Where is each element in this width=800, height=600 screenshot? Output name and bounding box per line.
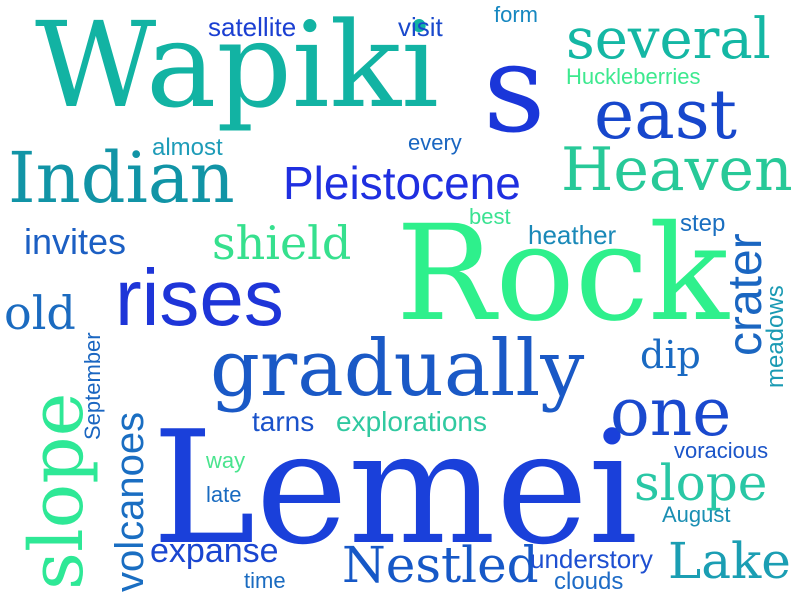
word-september: September [80,332,105,440]
word-lake: Lake [668,532,791,590]
word-visit: visit [398,12,443,42]
word-volcanoes: volcanoes [108,411,152,592]
word-understory: understory [530,544,653,574]
word-nestled: Nestled [342,536,539,594]
word-heaven: Heaven [561,135,793,205]
word-every: every [408,130,462,155]
word-almost: almost [152,134,223,161]
word-glassy: slope [634,454,768,512]
word-lemei: Lemei [152,397,639,579]
word-form: form [494,2,538,27]
word-rises: rises [115,253,284,342]
word-huckleberries: Huckleberries [566,64,701,89]
word-voracious: voracious [674,438,769,463]
word-august: August [662,502,731,527]
word-east: east [594,76,738,155]
word-expanse: expanse [150,532,279,570]
word-wapiki: Wapiki [35,0,439,134]
word-one: one [610,374,732,451]
word-late: late [206,482,242,507]
word-best: best [469,204,511,229]
word-several: several [566,7,771,72]
word-heather: heather [528,220,617,250]
word-time: time [244,568,286,593]
word-satellite: satellite [208,12,297,42]
word-s: s [483,18,546,160]
word-way: way [206,448,246,473]
word-explorations: explorations [336,406,487,437]
word-rock: Rock [396,197,729,351]
word-indian: Indian [8,137,235,219]
word-pleistocene: Pleistocene [283,157,521,209]
word-gradually: gradually [210,324,585,414]
word-invites: invites [24,221,127,262]
word-clouds: clouds [554,568,624,595]
word-tarns: tarns [252,406,315,437]
word-meadows: meadows [762,285,789,388]
word-dip: dip [640,333,701,377]
word-shield: shield [212,216,352,270]
word-step: step [680,210,726,237]
word-old: old [4,286,76,340]
